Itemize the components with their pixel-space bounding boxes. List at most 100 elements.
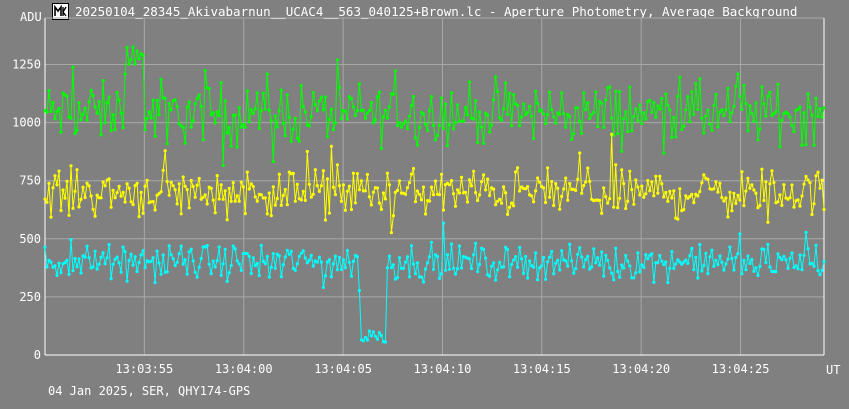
data-point [71, 206, 75, 210]
data-point [511, 204, 516, 208]
data-point [550, 249, 554, 254]
data-point [379, 146, 383, 151]
x-tick-label: 13:04:20 [612, 362, 670, 376]
data-point [229, 263, 233, 268]
data-point [610, 116, 614, 120]
data-point [251, 256, 255, 260]
data-point [788, 256, 792, 260]
data-point [656, 104, 660, 108]
data-point [760, 85, 764, 89]
data-point [604, 253, 608, 257]
data-point [57, 261, 61, 265]
data-point [245, 89, 249, 93]
data-point [534, 189, 538, 193]
data-point [692, 268, 696, 272]
data-point [445, 144, 450, 148]
data-point [511, 258, 516, 262]
data-point [129, 200, 133, 204]
data-point [61, 91, 65, 95]
data-point [407, 114, 412, 118]
data-point [818, 107, 822, 111]
data-point [209, 272, 213, 276]
data-point [163, 149, 167, 153]
data-point [389, 231, 393, 235]
data-point [275, 125, 279, 129]
data-point [413, 200, 418, 204]
data-point [660, 259, 664, 263]
data-point [524, 187, 528, 191]
data-point [678, 75, 682, 79]
data-point [65, 258, 69, 262]
data-point [249, 271, 253, 276]
data-point [191, 119, 195, 123]
data-point [165, 270, 169, 274]
data-point [377, 201, 381, 205]
data-point [403, 260, 408, 264]
data-point [666, 103, 670, 107]
data-point [233, 113, 237, 117]
data-point [544, 122, 548, 126]
data-point [604, 98, 608, 102]
data-point [518, 189, 522, 193]
data-point [520, 257, 524, 261]
data-point [616, 206, 620, 210]
data-point [482, 141, 486, 145]
data-point [808, 105, 812, 109]
data-point [544, 277, 548, 281]
data-point [395, 188, 400, 192]
data-point [568, 242, 572, 246]
data-point [628, 169, 632, 173]
data-point [299, 84, 303, 88]
data-point [359, 179, 363, 183]
data-point [674, 262, 678, 266]
data-point [281, 263, 285, 267]
data-point [500, 118, 504, 122]
data-point [576, 177, 580, 181]
data-point [203, 68, 207, 73]
data-point [544, 200, 548, 205]
data-point [564, 259, 568, 263]
data-point [85, 118, 89, 122]
data-point [71, 65, 75, 69]
data-point [718, 110, 722, 114]
data-point [265, 212, 269, 216]
series-1 [43, 45, 826, 168]
data-point [327, 258, 331, 262]
data-point [245, 252, 249, 256]
data-point [209, 186, 213, 190]
data-point [237, 262, 241, 266]
data-point [367, 329, 371, 333]
data-point [319, 260, 323, 264]
data-point [636, 251, 640, 255]
data-point [271, 252, 275, 256]
data-point [69, 116, 73, 120]
data-point [648, 189, 652, 193]
data-point [229, 144, 233, 148]
data-point [518, 245, 522, 250]
data-point [191, 184, 195, 189]
data-point [459, 175, 464, 179]
data-point [746, 129, 750, 133]
data-point [480, 180, 484, 184]
data-point [221, 197, 225, 201]
data-point [792, 130, 796, 134]
data-point [810, 113, 814, 117]
data-point [654, 115, 658, 119]
data-point [369, 203, 373, 207]
data-point [125, 279, 129, 283]
data-point [293, 268, 297, 272]
data-point [119, 194, 123, 198]
data-point [169, 253, 173, 257]
data-point [502, 265, 506, 269]
data-point [780, 258, 784, 262]
data-point [101, 180, 105, 184]
data-point [638, 270, 642, 274]
data-point [195, 275, 199, 279]
data-point [253, 107, 257, 111]
data-point [684, 258, 688, 262]
data-point [113, 127, 117, 131]
data-point [648, 98, 652, 102]
data-point [564, 176, 568, 180]
data-point [606, 201, 610, 205]
data-point [387, 254, 391, 258]
